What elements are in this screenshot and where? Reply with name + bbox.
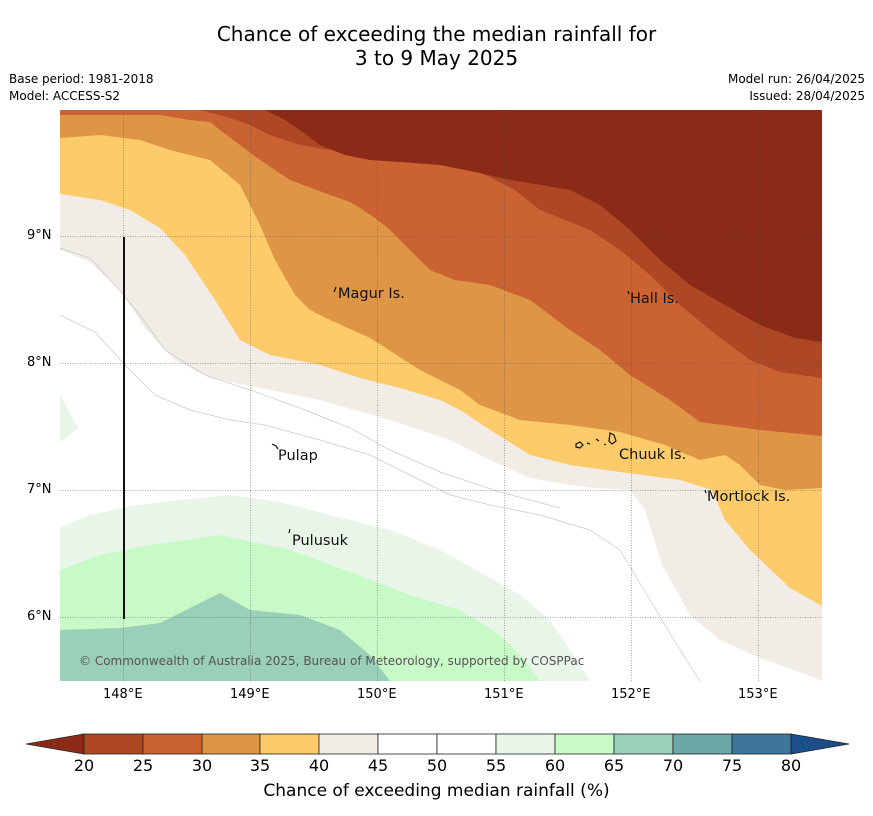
place-pulap: Pulap <box>278 448 318 464</box>
lon-tick-149: 149°E <box>230 687 270 702</box>
lon-tick-153: 153°E <box>738 687 778 702</box>
map-credit: © Commonwealth of Australia 2025, Bureau… <box>79 654 584 668</box>
lon-tick-150: 150°E <box>357 687 397 702</box>
map-title: Chance of exceeding the median rainfall … <box>0 22 873 70</box>
contour-50-upper <box>60 314 701 681</box>
lat-tick-7: 7°N <box>27 482 52 497</box>
rainfall-map: Magur Is. Hall Is. Pulap Chuuk Is. Mortl… <box>60 110 822 681</box>
colorbar-seg-35-40 <box>259 733 320 755</box>
meta-left: Base period: 1981-2018 Model: ACCESS-S2 <box>9 71 154 105</box>
model-run-date: Model run: 26/04/2025 <box>727 72 865 86</box>
colorbar-seg-40-45 <box>318 733 379 755</box>
meta-right: Model run: 26/04/2025 Issued: 28/04/2025 <box>728 71 865 105</box>
place-hall: Hall Is. <box>630 291 679 307</box>
place-magur: Magur Is. <box>338 286 405 302</box>
map-title-line1: Chance of exceeding the median rainfall … <box>216 22 657 46</box>
band-65-70 <box>60 593 390 681</box>
lat-tick-9: 9°N <box>27 228 52 243</box>
map-title-line2: 3 to 9 May 2025 <box>354 46 519 70</box>
colorbar-label-80: 80 <box>780 756 802 775</box>
band-55-60-west <box>60 395 78 442</box>
model-name: Model: ACCESS-S2 <box>9 89 121 103</box>
colorbar-label-65: 65 <box>603 756 625 775</box>
colorbar-label-45: 45 <box>367 756 389 775</box>
colorbar-seg-55-60 <box>495 733 556 755</box>
lon-tick-152: 152°E <box>611 687 651 702</box>
place-mortlock: Mortlock Is. <box>707 489 790 505</box>
band-below-20 <box>265 110 822 342</box>
colorbar-label-60: 60 <box>544 756 566 775</box>
colorbar-seg-50-55 <box>436 733 497 755</box>
colorbar-seg-60-65 <box>554 733 615 755</box>
colorbar <box>26 733 850 755</box>
colorbar-label-25: 25 <box>132 756 154 775</box>
colorbar-label-30: 30 <box>191 756 213 775</box>
lon-tick-148: 148°E <box>103 687 143 702</box>
grid <box>60 110 822 681</box>
colorbar-label-40: 40 <box>308 756 330 775</box>
place-pulusuk: Pulusuk <box>292 533 349 549</box>
colorbar-label-75: 75 <box>721 756 743 775</box>
colorbar-seg-30-35 <box>201 733 261 755</box>
island-marks <box>271 286 707 534</box>
colorbar-title: Chance of exceeding median rainfall (%) <box>263 781 610 801</box>
colorbar-seg-70-75 <box>672 733 733 755</box>
colorbar-label-50: 50 <box>426 756 448 775</box>
colorbar-extend-high <box>790 733 850 755</box>
colorbar-seg-65-70 <box>613 733 674 755</box>
colorbar-extend-low <box>26 733 85 755</box>
colorbar-seg-25-30 <box>142 733 203 755</box>
colorbar-label-35: 35 <box>249 756 271 775</box>
colorbar-seg-45-50 <box>377 733 438 755</box>
lat-tick-6: 6°N <box>27 609 52 624</box>
colorbar-seg-20-25 <box>83 733 144 755</box>
base-period: Base period: 1981-2018 <box>9 72 154 86</box>
colorbar-label-20: 20 <box>73 756 95 775</box>
contour-50-lower <box>60 247 561 509</box>
lat-tick-8: 8°N <box>27 355 52 370</box>
place-chuuk: Chuuk Is. <box>619 447 686 463</box>
lon-tick-151: 151°E <box>484 687 524 702</box>
colorbar-seg-75-80 <box>731 733 792 755</box>
issued-date: Issued: 28/04/2025 <box>749 89 865 103</box>
colorbar-label-55: 55 <box>485 756 507 775</box>
colorbar-label-70: 70 <box>662 756 684 775</box>
